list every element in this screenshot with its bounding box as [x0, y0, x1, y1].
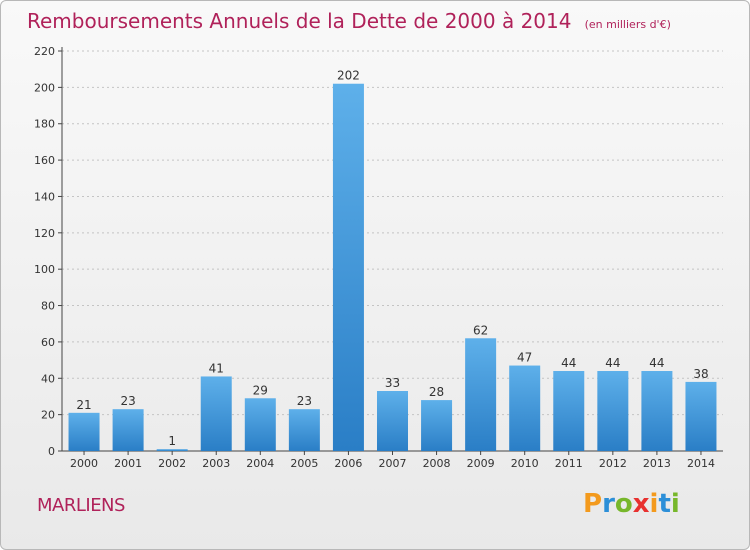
x-tick-label: 2002 [158, 457, 186, 470]
bar [244, 398, 276, 451]
chart-title-text: Remboursements Annuels de la Dette de 20… [27, 9, 572, 33]
bar-value-label: 28 [429, 385, 444, 399]
logo-letter: i [649, 489, 659, 519]
proxiti-logo: Proxiti [583, 489, 680, 519]
x-tick-label: 2008 [423, 457, 451, 470]
y-tick-label: 200 [34, 81, 55, 94]
y-tick-label: 60 [41, 336, 55, 349]
bar-value-label: 29 [253, 383, 268, 397]
x-tick-label: 2001 [114, 457, 142, 470]
bar-value-label: 62 [473, 323, 488, 337]
bar [68, 412, 100, 451]
bar [597, 371, 629, 451]
x-tick-label: 2000 [70, 457, 98, 470]
bar [641, 371, 673, 451]
x-tick-label: 2012 [599, 457, 627, 470]
logo-letter: o [614, 489, 633, 519]
bar [377, 391, 408, 451]
logo-letter: i [670, 489, 680, 519]
chart-title: Remboursements Annuels de la Dette de 20… [27, 9, 671, 33]
bar [288, 409, 320, 451]
bar [421, 400, 453, 451]
y-tick-label: 20 [41, 409, 55, 422]
y-tick-label: 160 [34, 154, 55, 167]
bar-value-label: 38 [693, 367, 708, 381]
bar [465, 338, 497, 451]
y-tick-label: 0 [48, 445, 55, 458]
y-tick-label: 220 [34, 45, 55, 58]
bar-value-label: 41 [209, 361, 224, 375]
x-tick-label: 2003 [202, 457, 230, 470]
bar-value-label: 21 [76, 398, 91, 412]
chart-unit-label: (en milliers d'€) [584, 18, 671, 31]
bar-value-label: 44 [605, 356, 620, 370]
x-tick-label: 2004 [246, 457, 274, 470]
logo-letter: r [602, 489, 615, 519]
bar [200, 376, 232, 451]
bar [156, 449, 188, 451]
logo-letter: t [658, 489, 671, 519]
bar-value-label: 44 [561, 356, 576, 370]
y-tick-label: 180 [34, 118, 55, 131]
x-tick-label: 2010 [511, 457, 539, 470]
bar-value-label: 47 [517, 351, 532, 365]
bar-value-label: 202 [337, 69, 360, 83]
bar-value-label: 33 [385, 376, 400, 390]
x-tick-label: 2014 [687, 457, 715, 470]
x-tick-label: 2013 [643, 457, 671, 470]
bar-value-label: 23 [120, 394, 135, 408]
bar [685, 381, 717, 451]
x-tick-label: 2011 [555, 457, 583, 470]
logo-letter: P [583, 489, 603, 519]
bar [553, 371, 585, 451]
y-tick-label: 120 [34, 227, 55, 240]
bar [509, 365, 541, 451]
bar-value-label: 1 [168, 434, 176, 448]
bar-value-label: 23 [297, 394, 312, 408]
x-tick-label: 2005 [290, 457, 318, 470]
bar-value-label: 44 [649, 356, 664, 370]
y-tick-label: 100 [34, 263, 55, 276]
bar [332, 83, 364, 452]
commune-name: MARLIENS [37, 495, 125, 516]
y-tick-label: 80 [41, 300, 55, 313]
x-tick-label: 2006 [334, 457, 362, 470]
y-tick-label: 40 [41, 372, 55, 385]
bar [112, 409, 144, 451]
x-tick-label: 2007 [379, 457, 407, 470]
y-tick-label: 140 [34, 190, 55, 203]
x-tick-label: 2009 [467, 457, 495, 470]
logo-letter: x [632, 489, 650, 519]
